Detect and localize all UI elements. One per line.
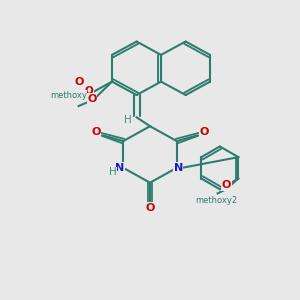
Text: O: O — [75, 76, 84, 87]
Text: N: N — [174, 163, 183, 173]
Text: N: N — [115, 163, 124, 173]
Text: O: O — [87, 94, 97, 104]
Text: O: O — [222, 180, 231, 190]
Text: O: O — [85, 86, 93, 96]
Text: O: O — [91, 127, 101, 137]
Text: H: H — [109, 167, 117, 177]
Text: methoxy: methoxy — [50, 91, 87, 100]
Text: H: H — [124, 115, 132, 125]
Text: methoxy2: methoxy2 — [195, 196, 237, 205]
Text: O: O — [200, 127, 209, 137]
Text: O: O — [145, 203, 155, 213]
